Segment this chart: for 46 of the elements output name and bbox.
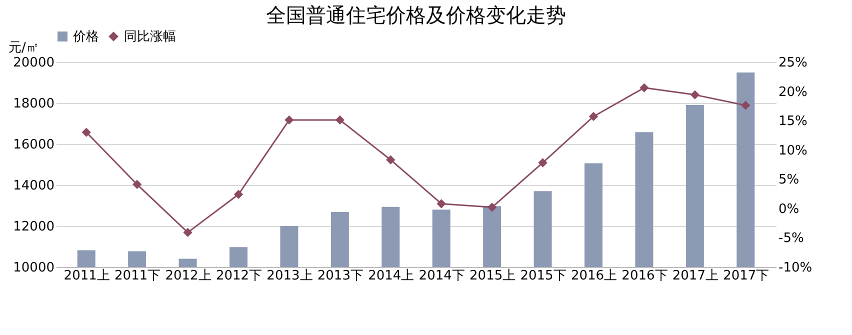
x-tick-label: 2014下 [418, 268, 465, 284]
x-tick-label: 2016下 [622, 268, 668, 284]
y2-tick-label: -10% [778, 260, 812, 276]
x-tick-label: 2015下 [520, 268, 566, 284]
point [234, 190, 243, 199]
y2-tick-label: 0% [778, 202, 800, 217]
point [589, 112, 598, 121]
point [690, 90, 700, 99]
y2-tick-label: -5% [778, 231, 804, 246]
point [538, 158, 547, 167]
point [336, 116, 344, 124]
x-tick-label: 2012上 [165, 268, 212, 284]
x-tick-label: 2011上 [64, 268, 110, 284]
y-tick-label: 16000 [13, 138, 54, 152]
point [285, 116, 294, 124]
y-axis-title: 元/㎡ [8, 40, 39, 56]
x-tick-label: 2015上 [470, 268, 516, 284]
x-tick-label: 2011下 [114, 268, 161, 284]
x-tick-label: 2013上 [266, 268, 313, 284]
y2-tick-label: 5% [778, 172, 800, 188]
x-tick-label: 2012下 [216, 268, 262, 284]
y-tick-label: 12000 [13, 220, 54, 234]
y2-tick-label: 15% [778, 114, 808, 130]
y-tick-label: 14000 [13, 178, 54, 194]
legend-label: 价格 [72, 30, 99, 44]
point [488, 203, 496, 212]
point [640, 84, 648, 92]
y2-tick-label: 10% [778, 143, 808, 158]
legend-label: 同比涨幅 [124, 30, 176, 44]
x-tick-label: 2017下 [723, 268, 770, 284]
point [82, 128, 91, 136]
y-tick-label: 10000 [13, 260, 54, 276]
chart-title: 全国普通住宅价格及价格变化走势 [266, 3, 566, 27]
y-tick-label: 20000 [13, 56, 54, 70]
point [741, 101, 750, 110]
x-tick-label: 2014上 [368, 268, 414, 284]
x-tick-label: 2013下 [317, 268, 364, 284]
point [437, 200, 446, 208]
y2-tick-label: 25% [778, 56, 808, 70]
x-tick-label: 2016上 [570, 268, 618, 284]
x-tick-label: 2017上 [672, 268, 718, 284]
point [184, 228, 192, 237]
y-tick-label: 18000 [13, 96, 54, 112]
point [386, 156, 395, 164]
y2-tick-label: 20% [778, 84, 808, 100]
point [132, 180, 142, 189]
